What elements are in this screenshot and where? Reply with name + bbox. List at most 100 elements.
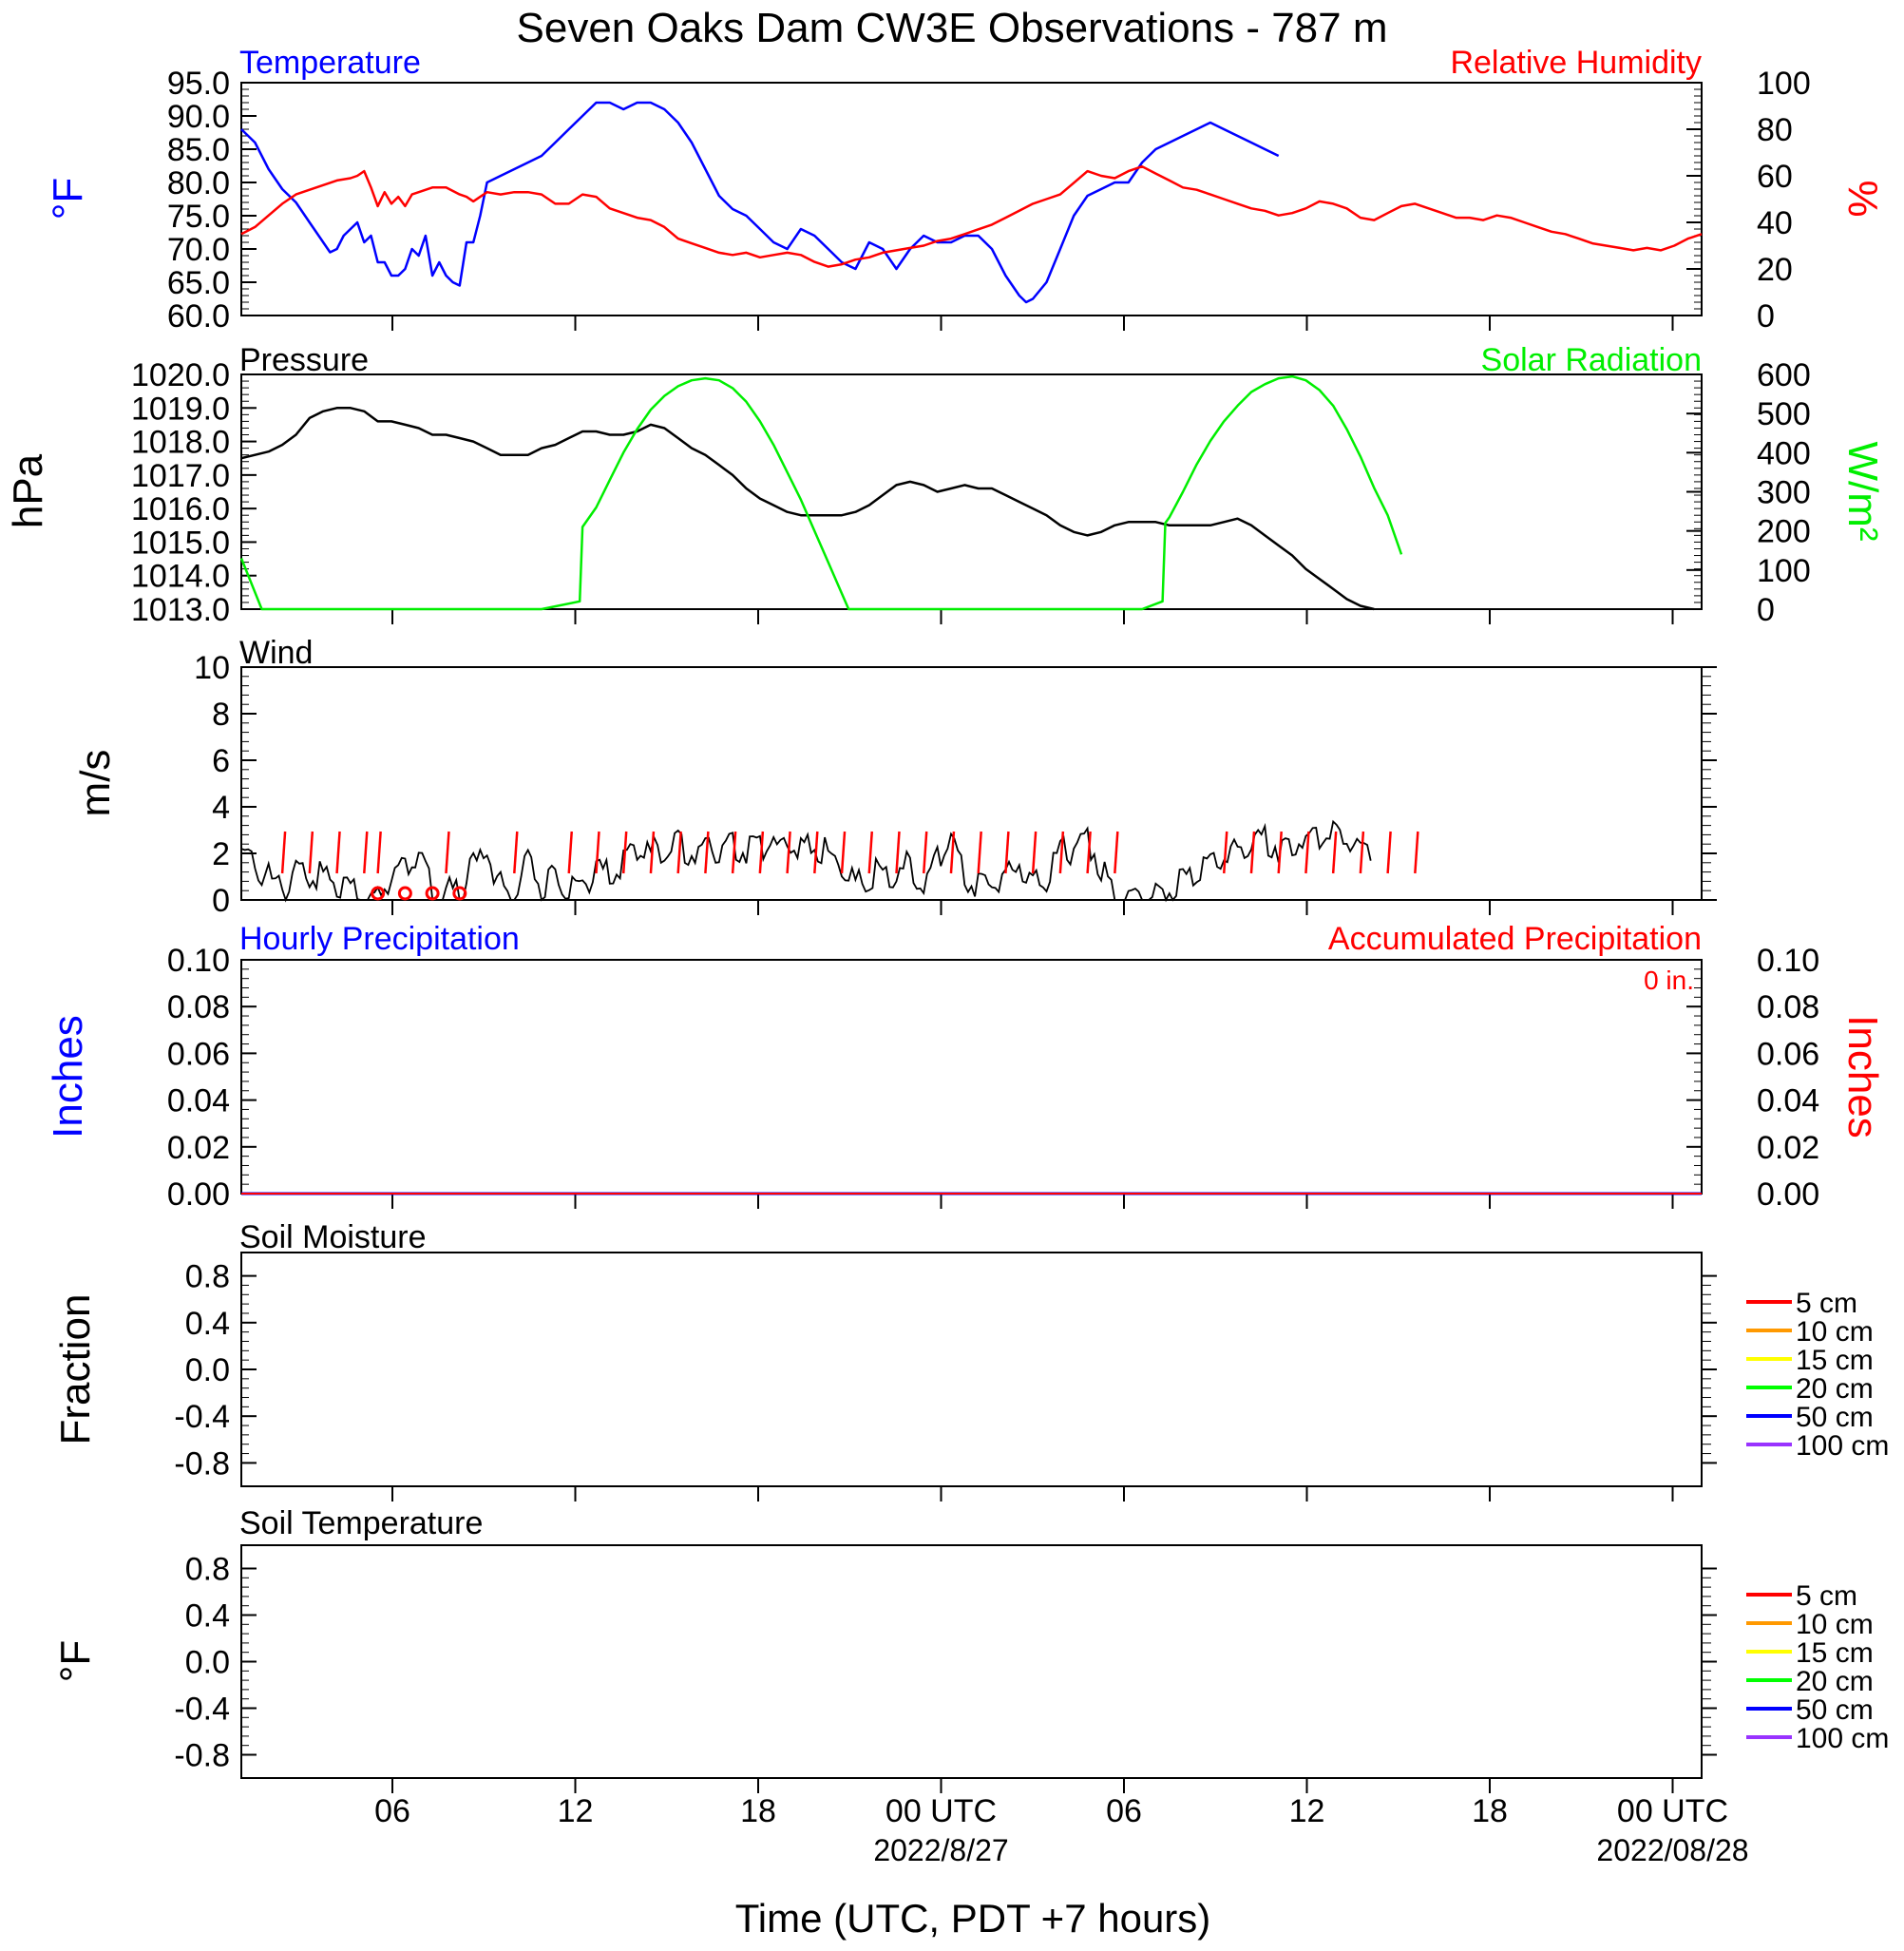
humidity-unit: % xyxy=(1839,180,1886,217)
wind-barb xyxy=(1031,831,1038,874)
wind-barb xyxy=(335,831,341,874)
wind-barb xyxy=(649,831,656,874)
legend-label: 20 cm xyxy=(1796,1373,1874,1405)
temperature-title: Temperature xyxy=(239,45,421,81)
legend-label: 5 cm xyxy=(1796,1580,1857,1612)
y-tick-label-left: 4 xyxy=(212,790,230,826)
y-tick-label-left: 0.02 xyxy=(167,1130,230,1166)
wind-barb xyxy=(949,831,956,874)
panel-frame xyxy=(240,82,1703,316)
y-tick-label-right: 80 xyxy=(1757,112,1793,148)
y-tick-label-right: 60 xyxy=(1757,159,1793,195)
legend-label: 10 cm xyxy=(1796,1316,1874,1348)
wind-barb xyxy=(731,831,737,874)
y-tick-label-left: 0.4 xyxy=(185,1306,230,1342)
chart-title: Seven Oaks Dam CW3E Observations - 787 m xyxy=(517,5,1388,51)
y-tick-label-right: 200 xyxy=(1757,514,1811,550)
wind-barb xyxy=(840,831,847,874)
legend-label: 15 cm xyxy=(1796,1345,1874,1376)
legend-label: 10 cm xyxy=(1796,1609,1874,1640)
wind-barb xyxy=(813,831,819,874)
y-tick-label-left: 0.04 xyxy=(167,1083,230,1119)
legend-label: 20 cm xyxy=(1796,1666,1874,1697)
legend-label: 5 cm xyxy=(1796,1288,1857,1319)
x-tick-label: 00 UTC xyxy=(1617,1793,1728,1829)
wind-barb xyxy=(1086,831,1092,874)
y-tick-label-right: 100 xyxy=(1757,66,1811,102)
wind-barb xyxy=(1249,831,1256,874)
wind-barb xyxy=(1004,831,1010,874)
x-tick-label: 12 xyxy=(1289,1793,1325,1829)
wind-barb xyxy=(867,831,874,874)
wind-barb xyxy=(445,831,450,874)
wind-barb xyxy=(308,831,314,874)
wind-barb xyxy=(513,831,519,874)
y-tick-label-left: 60.0 xyxy=(167,298,230,335)
y-tick-label-left: 0.4 xyxy=(185,1598,230,1635)
solar-series-line xyxy=(239,374,1403,611)
y-tick-label-left: 10 xyxy=(194,650,230,686)
solar-unit: W/m² xyxy=(1839,441,1886,541)
y-tick-label-left: 6 xyxy=(212,743,230,779)
wind-barb xyxy=(977,831,982,874)
soil-temperature-title: Soil Temperature xyxy=(239,1505,483,1541)
y-tick-label-left: 65.0 xyxy=(167,265,230,301)
x-date-label: 2022/8/27 xyxy=(873,1833,1008,1867)
y-tick-label-left: 1019.0 xyxy=(131,391,230,427)
accum-precip-title: Accumulated Precipitation xyxy=(1328,921,1702,957)
y-tick-label-right: 400 xyxy=(1757,435,1811,471)
wind-barb xyxy=(1304,831,1310,874)
x-tick-label: 06 xyxy=(374,1793,410,1829)
y-tick-label-right: 300 xyxy=(1757,475,1811,511)
y-tick-label-left: 0.06 xyxy=(167,1036,230,1072)
y-tick-label-left: 1015.0 xyxy=(131,525,230,561)
wind-barb xyxy=(786,831,791,874)
soil-moisture-title: Soil Moisture xyxy=(239,1219,427,1255)
chart-marks: 95.090.085.080.075.070.065.060.010080604… xyxy=(131,66,1889,1867)
solar-title: Solar Radiation xyxy=(1481,342,1702,378)
y-tick-label-right: 0.00 xyxy=(1757,1176,1819,1213)
wind-barb xyxy=(363,831,369,874)
y-tick-label-left: 75.0 xyxy=(167,199,230,235)
legend-label: 15 cm xyxy=(1796,1637,1874,1669)
y-tick-label-left: 8 xyxy=(212,697,230,733)
legend-label: 100 cm xyxy=(1796,1723,1889,1754)
x-date-label: 2022/08/28 xyxy=(1596,1833,1748,1867)
wind-barb xyxy=(595,831,600,874)
wind-barb xyxy=(704,831,710,874)
wind-barb xyxy=(922,831,928,874)
y-tick-label-right: 0 xyxy=(1757,298,1775,335)
wind-barb xyxy=(1277,831,1283,874)
wind-barb xyxy=(1114,831,1119,874)
y-tick-label-right: 0.10 xyxy=(1757,943,1819,979)
panel-precipitation: Hourly Precipitation Accumulated Precipi… xyxy=(45,921,1886,1195)
y-tick-label-right: 500 xyxy=(1757,396,1811,432)
y-tick-label-left: 0.0 xyxy=(185,1352,230,1388)
y-tick-label-left: 1018.0 xyxy=(131,425,230,461)
x-tick-label: 06 xyxy=(1106,1793,1142,1829)
y-tick-label-left: 0.8 xyxy=(185,1552,230,1588)
y-tick-label-left: 0.8 xyxy=(185,1259,230,1295)
temperature-series-line xyxy=(240,101,1280,304)
wind-calm-marker xyxy=(371,886,386,901)
y-tick-label-left: -0.4 xyxy=(174,1399,230,1435)
wind-barb xyxy=(1058,831,1065,874)
legend-label: 50 cm xyxy=(1796,1402,1874,1433)
wind-calm-marker xyxy=(452,886,467,901)
y-tick-label-left: 0.00 xyxy=(167,1176,230,1213)
y-tick-label-left: -0.4 xyxy=(174,1692,230,1728)
wind-calm-marker xyxy=(397,886,412,901)
wind-speed-series-line xyxy=(240,819,1372,903)
x-tick-label: 18 xyxy=(740,1793,776,1829)
y-tick-label-right: 100 xyxy=(1757,553,1811,589)
y-tick-label-right: 20 xyxy=(1757,252,1793,288)
y-tick-label-left: -0.8 xyxy=(174,1738,230,1774)
wind-barb xyxy=(621,831,628,874)
wind-barb xyxy=(758,831,765,874)
y-tick-label-left: 0.08 xyxy=(167,989,230,1025)
wind-barb xyxy=(376,831,382,874)
wind-barb xyxy=(1331,831,1338,874)
y-tick-label-left: -0.8 xyxy=(174,1445,230,1482)
